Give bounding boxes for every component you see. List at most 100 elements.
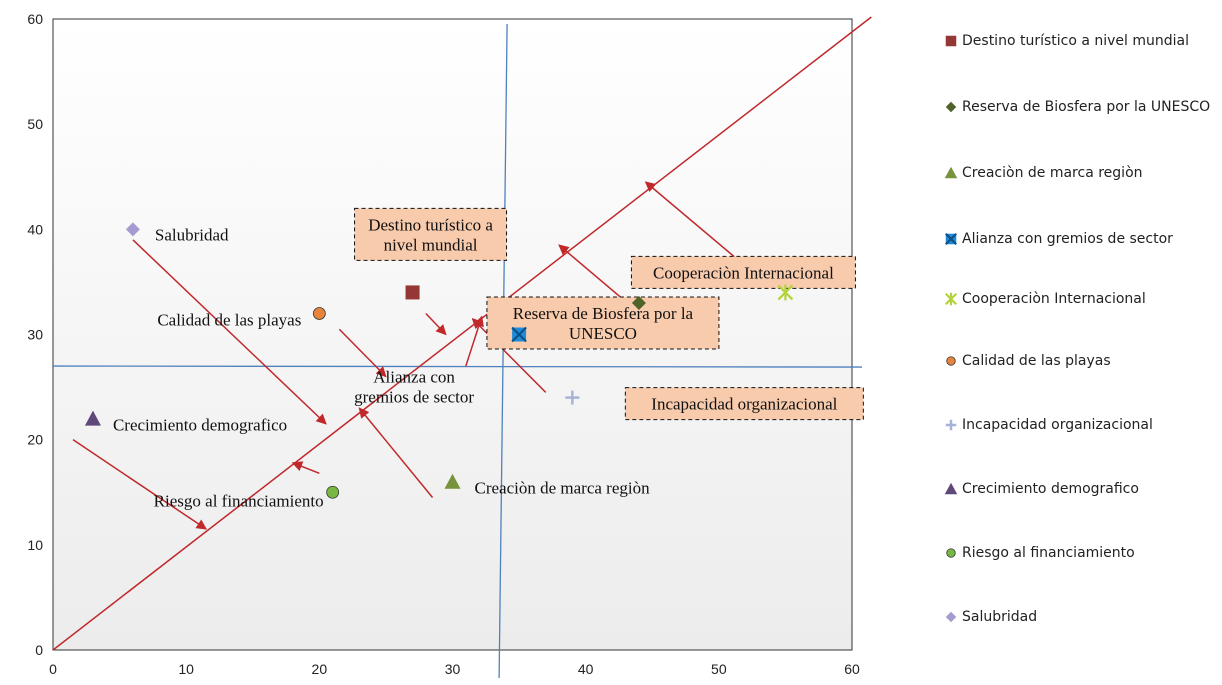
- y-tick-label: 40: [27, 221, 43, 237]
- data-point: [125, 222, 140, 237]
- legend-marker: [945, 611, 957, 623]
- horizontal-reference-line: [52, 365, 863, 368]
- legend-marker: [944, 482, 958, 495]
- point-label: Alianza con: [373, 368, 455, 387]
- data-point: [777, 284, 794, 301]
- legend-label: Incapacidad organizacional: [962, 417, 1153, 433]
- legend-label: Cooperaciòn Internacional: [962, 291, 1146, 307]
- y-tick-label: 0: [35, 642, 43, 658]
- y-tick-label: 30: [27, 327, 43, 343]
- legend-marker-shape: [945, 35, 957, 47]
- label-box: [624, 387, 864, 421]
- arrows: [72, 181, 746, 530]
- arrow: [72, 439, 208, 530]
- legend-marker-shape: [944, 166, 958, 179]
- label-box: [630, 255, 856, 289]
- arrow: [358, 407, 434, 498]
- data-point: [326, 485, 340, 499]
- point-label: Incapacidad organizacional: [651, 395, 837, 414]
- legend-item: Destino turístico a nivel mundial: [940, 30, 1217, 52]
- legend-item: Cooperaciòn Internacional: [940, 288, 1217, 310]
- diagonal-line: [52, 16, 872, 651]
- legend-marker: [944, 166, 958, 179]
- data-point: [84, 410, 101, 426]
- legend-marker-shape: [945, 611, 957, 623]
- x-tick-label: 20: [312, 661, 328, 677]
- x-axis-ticks: 0 10 20 30 40 50 60: [49, 661, 860, 677]
- legend-item: Riesgo al financiamiento: [940, 542, 1217, 564]
- data-point: [565, 390, 580, 405]
- legend-label: Calidad de las playas: [962, 353, 1111, 369]
- legend-marker: [945, 233, 957, 245]
- legend-marker-shape: [946, 356, 956, 366]
- vertical-reference-line: [498, 23, 508, 679]
- data-point: [312, 307, 326, 320]
- x-tick-label: 60: [844, 661, 860, 677]
- data-point: [631, 295, 646, 310]
- data-points: [84, 222, 794, 499]
- x-tick-label: 50: [711, 661, 727, 677]
- y-tick-label: 10: [27, 537, 43, 553]
- legend-marker: [946, 548, 956, 558]
- label-box: [486, 296, 720, 350]
- x-tick-label: 30: [445, 661, 461, 677]
- legend-item: Creaciòn de marca regiòn: [940, 162, 1217, 184]
- y-tick-label: 50: [27, 116, 43, 132]
- legend-label: Crecimiento demografico: [962, 481, 1139, 497]
- legend-marker: [944, 292, 958, 306]
- y-axis-ticks: 0 10 20 30 40 50 60: [27, 11, 43, 658]
- arrow: [132, 239, 327, 425]
- x-tick-label: 40: [578, 661, 594, 677]
- legend-marker: [945, 419, 957, 431]
- legend-marker-shape: [944, 482, 958, 495]
- point-label: Crecimiento demografico: [113, 416, 287, 435]
- legend-label: Destino turístico a nivel mundial: [962, 33, 1190, 49]
- arrow: [471, 317, 547, 393]
- legend-item: Reserva de Biosfera por la UNESCO: [940, 96, 1217, 118]
- reference-lines: [52, 16, 872, 679]
- arrow: [291, 461, 320, 475]
- legend-marker: [946, 356, 956, 366]
- legend-marker-shape: [945, 101, 957, 113]
- legend-label: Creaciòn de marca regiòn: [962, 165, 1143, 181]
- data-point: [444, 473, 461, 489]
- point-label: Destino turístico a: [368, 215, 493, 234]
- legend-marker-shape: [945, 233, 957, 245]
- point-label: Salubridad: [155, 225, 229, 244]
- data-point: [511, 326, 527, 343]
- data-point: [405, 285, 420, 300]
- legend-marker: [945, 35, 957, 47]
- legend-marker-shape: [946, 548, 956, 558]
- legend-item: Calidad de las playas: [940, 350, 1217, 372]
- y-tick-label: 20: [27, 432, 43, 448]
- legend-item: Incapacidad organizacional: [940, 414, 1217, 436]
- point-label: gremios de sector: [354, 388, 474, 407]
- legend-label: Riesgo al financiamiento: [962, 545, 1135, 561]
- point-label: Reserva de Biosfera por la: [513, 304, 694, 323]
- legend-marker-shape: [944, 292, 958, 306]
- legend-label: Reserva de Biosfera por la UNESCO: [962, 99, 1211, 115]
- x-tick-label: 10: [178, 661, 194, 677]
- legend-label: Alianza con gremios de sector: [962, 231, 1173, 247]
- arrow: [425, 312, 447, 336]
- arrow: [644, 181, 746, 267]
- legend-label: Salubridad: [962, 609, 1038, 625]
- point-label: nivel mundial: [384, 235, 478, 254]
- point-label: Creaciòn de marca regiòn: [475, 479, 651, 498]
- point-label: UNESCO: [569, 324, 637, 343]
- point-label: Cooperaciòn Internacional: [653, 263, 834, 282]
- legend-marker: [945, 101, 957, 113]
- label-box: [354, 207, 508, 261]
- legend-item: Alianza con gremios de sector: [940, 228, 1217, 250]
- point-label: Riesgo al financiamiento: [154, 491, 324, 510]
- arrow: [338, 328, 387, 378]
- legend-marker-shape: [945, 419, 957, 431]
- legend-item: Salubridad: [940, 606, 1217, 628]
- x-tick-label: 0: [49, 661, 57, 677]
- label-boxes: [354, 207, 864, 421]
- legend-item: Crecimiento demografico: [940, 478, 1217, 500]
- y-tick-label: 60: [27, 11, 43, 27]
- point-label: Calidad de las playas: [157, 310, 301, 329]
- plot-area: [52, 18, 853, 651]
